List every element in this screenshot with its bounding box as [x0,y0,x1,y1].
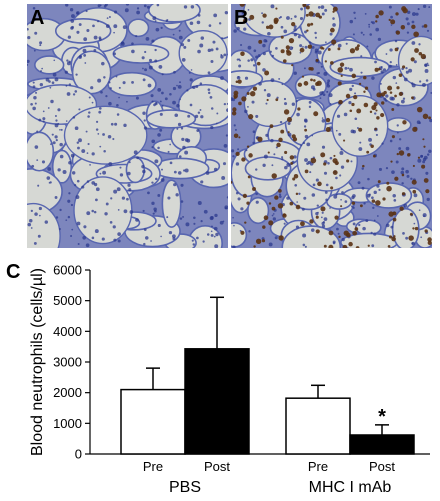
y-tick-label: 5000 [53,293,82,308]
bar-pbs-post [184,348,250,455]
group-label: MHC I mAb [309,479,392,496]
y-axis-title: Blood neutrophils (cells/µl) [29,268,46,456]
bar-mhc-i-mab-pre [285,397,351,455]
bar-pbs-pre [120,388,186,455]
micrograph-a [27,4,228,248]
y-tick-label: 6000 [53,263,82,278]
x-tick-label: Pre [143,459,163,474]
panel-label-a: A [30,7,45,29]
x-tick-label: Post [204,459,230,474]
y-tick-label: 4000 [53,324,82,339]
panel-label-c: C [6,261,21,283]
x-tick-label: Pre [308,459,328,474]
significance-marker: * [378,406,386,428]
bar-chart: 0 1000 2000 3000 4000 5000 6000 Blood neutrophi… [29,263,430,496]
y-tick-label: 0 [75,447,82,462]
micrograph-b [231,4,432,248]
bar-mhc-i-mab-post [349,434,415,455]
group-label: PBS [169,479,201,496]
x-tick-label: Post [369,459,395,474]
y-tick-label: 1000 [53,416,82,431]
y-tick-label: 2000 [53,385,82,400]
panel-label-b: B [234,7,249,29]
y-tick-label: 3000 [53,355,82,370]
